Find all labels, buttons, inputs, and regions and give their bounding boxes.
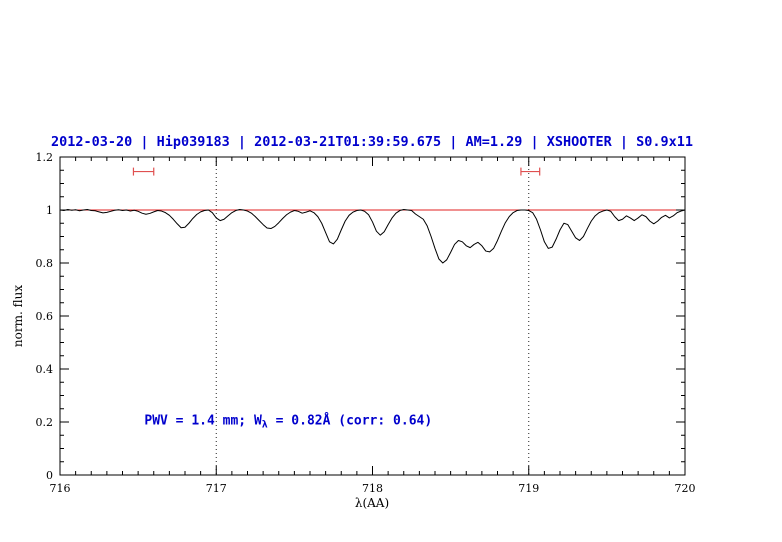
y-tick-label: 0 <box>46 469 53 482</box>
y-tick-label: 0.2 <box>36 416 54 429</box>
y-tick-label: 1 <box>46 204 53 217</box>
x-tick-label: 719 <box>518 482 539 495</box>
x-axis-label: λ(AA) <box>355 496 389 510</box>
spectrum-line-group <box>59 208 686 264</box>
y-tick-label: 1.2 <box>36 151 54 164</box>
y-axis-label: norm. flux <box>11 285 25 347</box>
x-tick-label: 720 <box>675 482 696 495</box>
y-tick-label: 0.4 <box>36 363 54 376</box>
x-tick-label: 718 <box>362 482 383 495</box>
y-tick-label: 0.8 <box>36 257 54 270</box>
x-tick-label: 717 <box>206 482 227 495</box>
tick-label-group: 716 717 718 719 720 0 0.2 0.4 0.6 0.8 1 1.2 <box>36 151 696 495</box>
red-marker-group <box>132 167 541 176</box>
spectrum-line <box>59 208 686 264</box>
tick-mark-group <box>59 156 686 476</box>
pwv-annotation: PWV = 1.4 mm; Wλ = 0.82Å (corr: 0.64) <box>144 413 432 431</box>
plot-title: 2012-03-20 | Hip039183 | 2012-03-21T01:3… <box>51 134 693 150</box>
y-tick-label: 0.6 <box>36 310 54 323</box>
x-tick-label: 716 <box>50 482 71 495</box>
